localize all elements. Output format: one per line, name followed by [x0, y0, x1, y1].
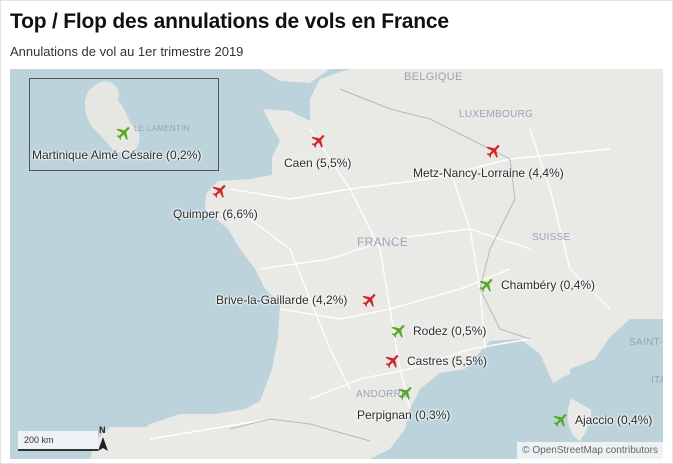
country-label-luxembourg: LUXEMBOURG	[459, 109, 534, 120]
country-label-suisse: SUISSE	[532, 232, 571, 243]
plane-icon	[398, 387, 412, 400]
airport-label-martinique: Martinique Aimé Césaire (0,2%)	[32, 148, 202, 162]
map-attribution[interactable]: © OpenStreetMap contributors	[517, 442, 663, 459]
scale-bar: 200 km	[18, 431, 98, 451]
airport-label-perpignan: Perpignan (0,3%)	[357, 408, 451, 422]
country-label-andorre: ANDORRE	[356, 389, 409, 400]
country-label-france: FRANCE	[357, 235, 409, 249]
scale-label: 200 km	[24, 435, 54, 445]
airport-label-caen: Caen (5,5%)	[284, 156, 352, 170]
plane-icon	[553, 414, 567, 427]
basemap	[10, 69, 663, 459]
airport-marker-chambery[interactable]	[478, 276, 496, 294]
martinique-inset-box	[29, 78, 219, 171]
airport-label-rodez: Rodez (0,5%)	[413, 324, 487, 338]
north-arrow: N	[97, 425, 109, 453]
plane-icon	[212, 185, 226, 198]
plane-icon	[486, 145, 500, 158]
airport-label-brive: Brive-la-Gaillarde (4,2%)	[216, 293, 348, 307]
airport-marker-brive[interactable]	[361, 291, 379, 309]
airport-label-ajaccio: Ajaccio (0,4%)	[575, 413, 653, 427]
airport-marker-rodez[interactable]	[390, 322, 408, 340]
airport-label-chambery: Chambéry (0,4%)	[501, 278, 596, 292]
page-subtitle: Annulations de vol au 1er trimestre 2019	[10, 44, 244, 59]
airport-marker-caen[interactable]	[310, 132, 328, 150]
plane-icon	[362, 294, 376, 307]
country-label-italie: ITA	[651, 375, 663, 386]
airport-label-quimper: Quimper (6,6%)	[173, 207, 258, 221]
country-label-belgique: BELGIQUE	[404, 71, 463, 83]
page-title: Top / Flop des annulations de vols en Fr…	[10, 10, 449, 33]
airport-marker-castres[interactable]	[384, 352, 402, 370]
airport-marker-metz[interactable]	[485, 142, 503, 160]
plane-icon	[385, 355, 399, 368]
airport-label-castres: Castres (5,5%)	[407, 354, 488, 368]
north-label: N	[99, 425, 106, 435]
plane-icon	[116, 127, 130, 140]
airport-marker-martinique[interactable]	[115, 124, 133, 142]
airport-marker-quimper[interactable]	[211, 182, 229, 200]
country-label-saint: SAINT-	[629, 337, 663, 348]
place-label-lamentin: LE LAMENTIN	[134, 124, 190, 133]
map-canvas[interactable]: BELGIQUE LUXEMBOURG FRANCE SUISSE ANDORR…	[10, 69, 663, 459]
airport-marker-ajaccio[interactable]	[552, 411, 570, 429]
plane-icon	[391, 325, 405, 338]
airport-label-metz: Metz-Nancy-Lorraine (4,4%)	[413, 166, 564, 180]
plane-icon	[479, 279, 493, 292]
plane-icon	[311, 135, 325, 148]
airport-marker-perpignan[interactable]	[397, 384, 415, 402]
north-arrow-icon	[98, 437, 108, 451]
